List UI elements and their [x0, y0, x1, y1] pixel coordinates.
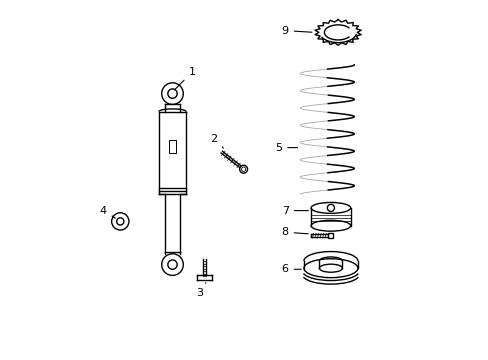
Text: 7: 7	[281, 206, 308, 216]
Text: 4: 4	[100, 206, 115, 218]
Circle shape	[326, 204, 334, 211]
Circle shape	[167, 260, 177, 269]
Ellipse shape	[303, 259, 357, 278]
Text: 2: 2	[210, 134, 223, 148]
Text: 8: 8	[281, 227, 308, 237]
Text: 5: 5	[275, 143, 297, 153]
Circle shape	[117, 218, 123, 225]
FancyBboxPatch shape	[328, 234, 332, 238]
FancyBboxPatch shape	[169, 140, 175, 153]
Text: 6: 6	[281, 264, 301, 274]
Circle shape	[241, 167, 245, 171]
Circle shape	[111, 213, 129, 230]
Text: 1: 1	[174, 67, 195, 90]
Text: 9: 9	[281, 26, 311, 36]
Circle shape	[239, 165, 247, 173]
Circle shape	[167, 89, 177, 98]
Ellipse shape	[310, 220, 350, 231]
Circle shape	[162, 83, 183, 104]
Ellipse shape	[310, 202, 350, 213]
Circle shape	[162, 254, 183, 275]
Text: 3: 3	[196, 283, 205, 298]
Ellipse shape	[319, 264, 342, 272]
